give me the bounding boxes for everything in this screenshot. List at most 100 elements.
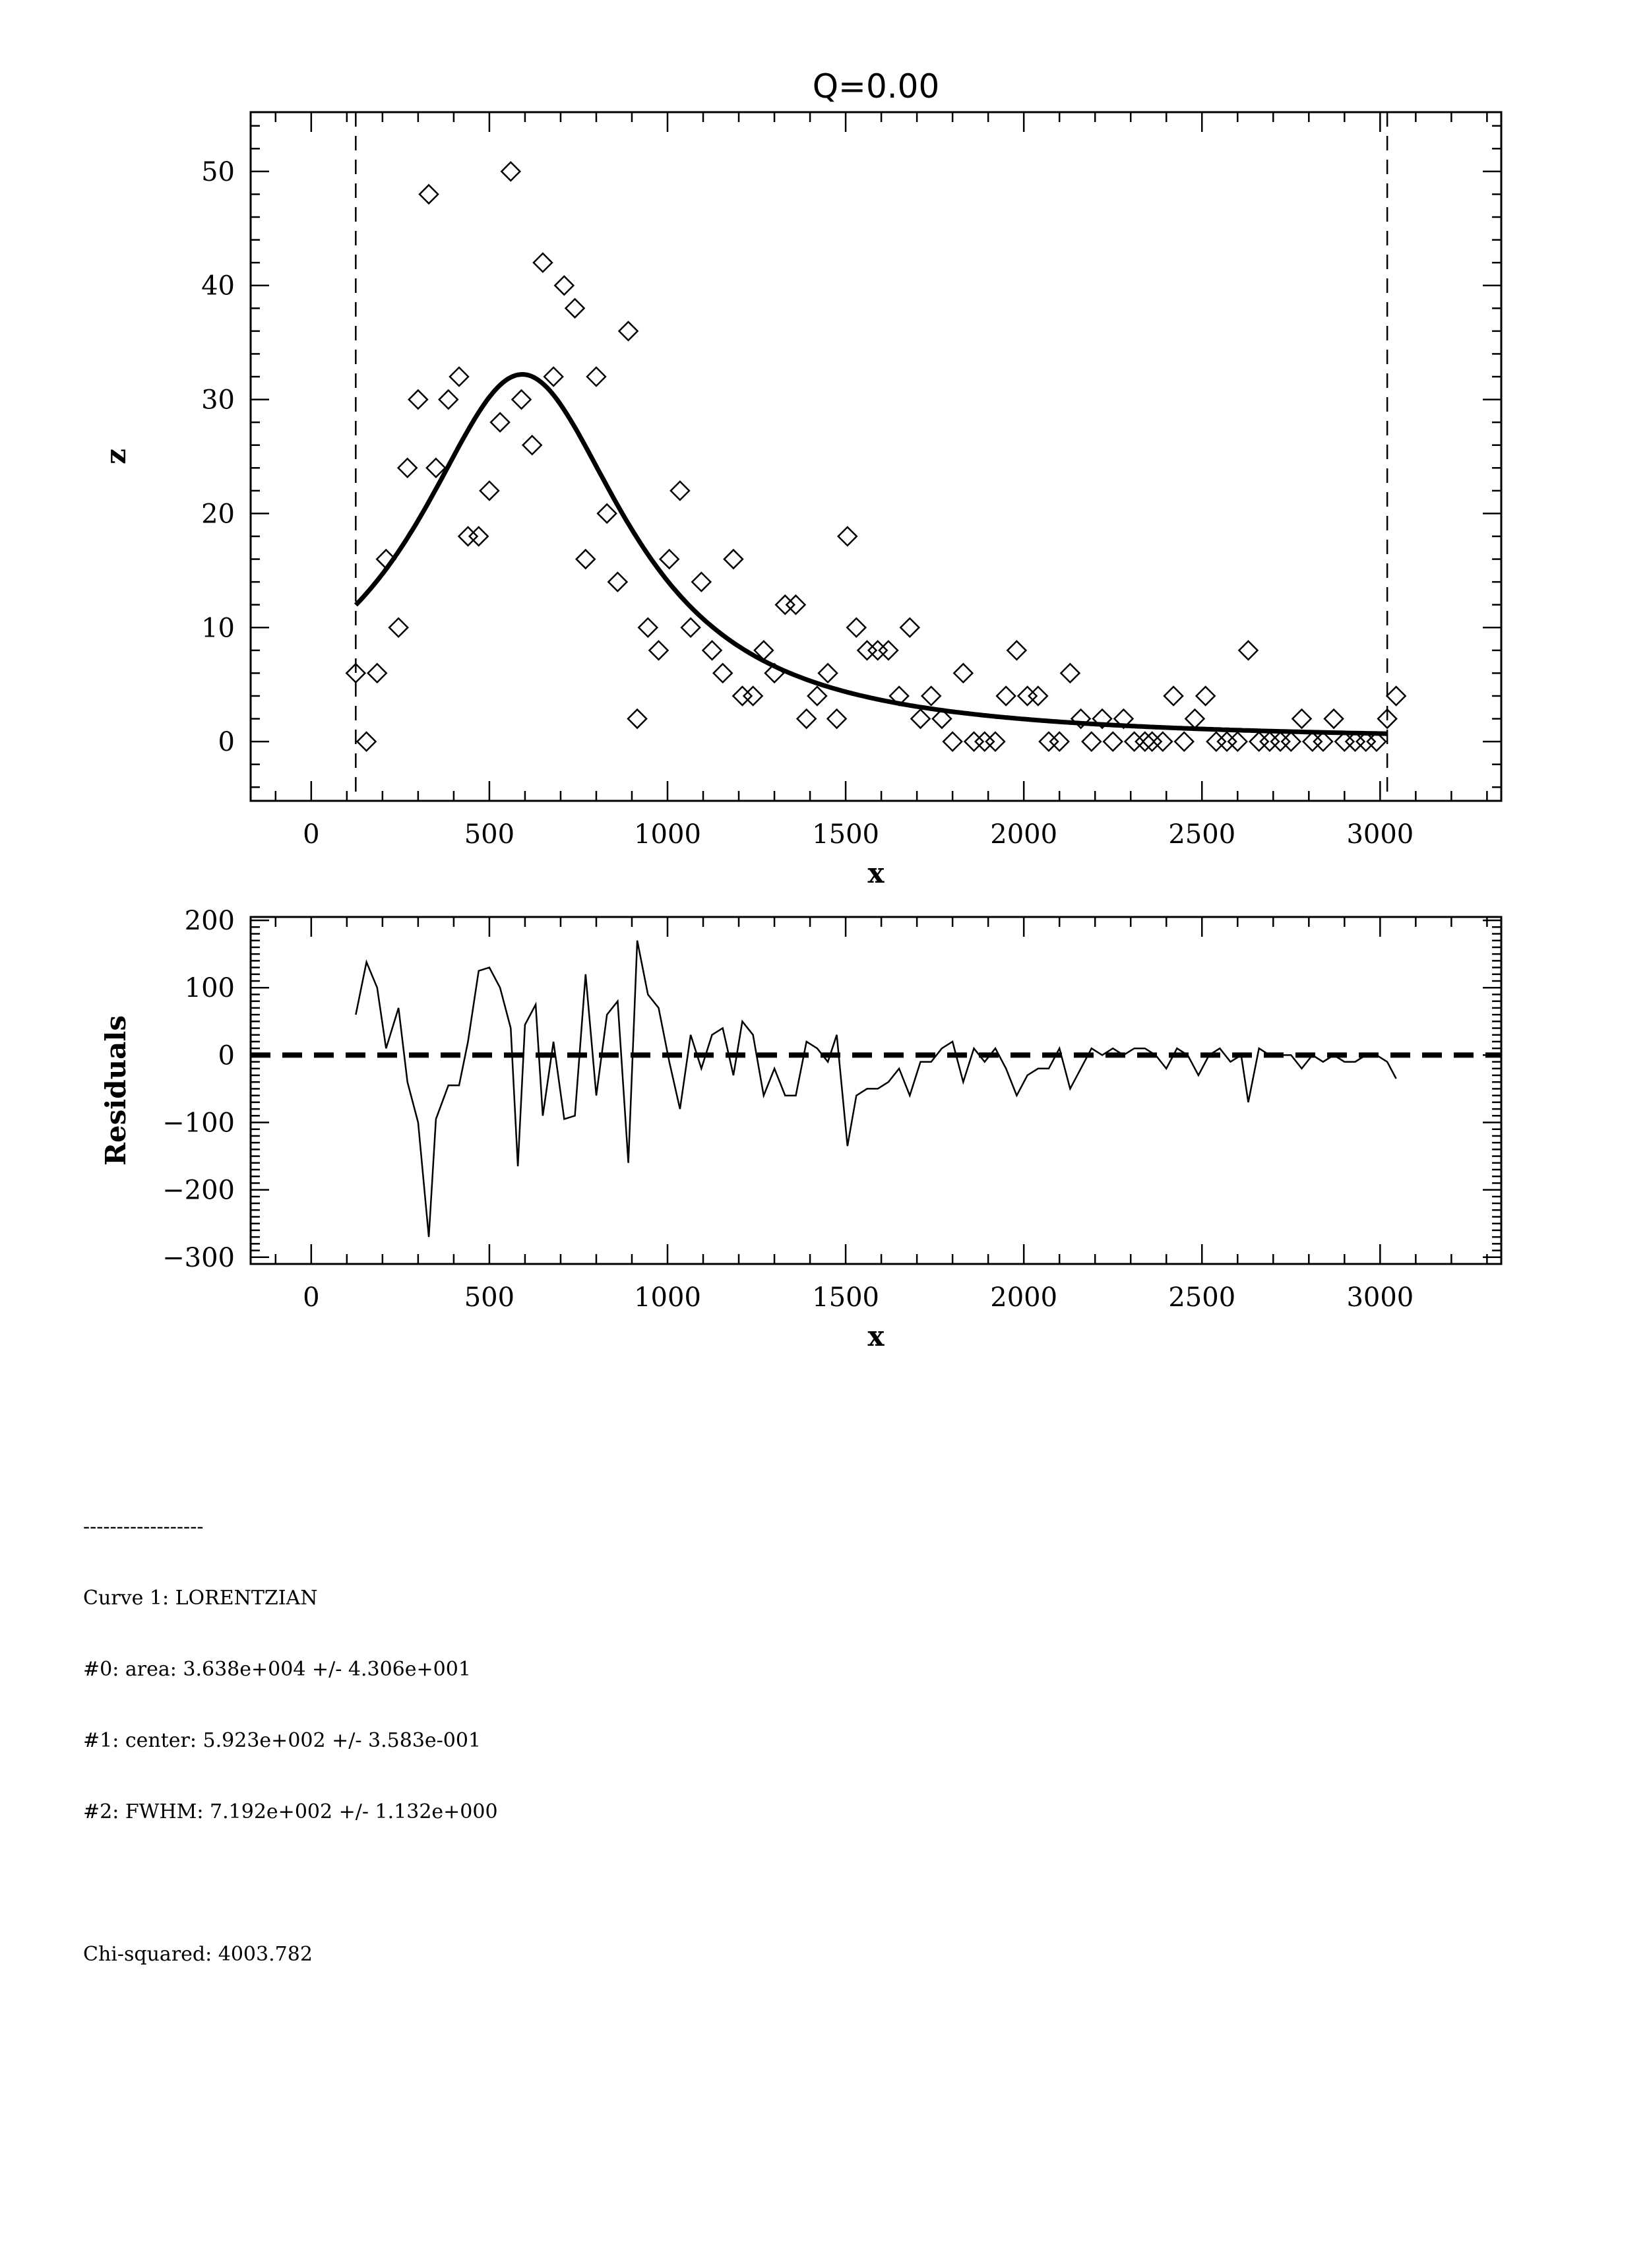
data-point [1016, 685, 1038, 707]
data-point [1248, 731, 1270, 752]
data-point [345, 662, 367, 684]
data-point [785, 594, 807, 615]
data-point [899, 617, 921, 639]
data-point [1291, 708, 1313, 730]
data-point [1184, 708, 1206, 730]
y-tick-label: 200 [185, 906, 235, 936]
y-tick-label: −300 [162, 1243, 235, 1273]
x-tick-label: 2000 [990, 819, 1057, 850]
data-point [1259, 731, 1280, 752]
x-tick-label: 1500 [812, 1282, 879, 1313]
x-axis-label: x [867, 857, 885, 889]
data-point [1385, 685, 1407, 707]
x-tick-label: 2500 [1168, 819, 1235, 850]
fit-report-param-center: #1: center: 5.923e+002 +/- 3.583e-001 [83, 1729, 482, 1752]
x-tick-label: 0 [303, 819, 319, 850]
data-point [837, 526, 858, 547]
data-point [878, 640, 899, 661]
data-point [867, 640, 888, 661]
fit-report-param-area: #0: area: 3.638e+004 +/- 4.306e+001 [83, 1658, 471, 1681]
data-point [731, 685, 753, 707]
fit-report-separator: ------------------ [83, 1515, 204, 1538]
fit-report-curve: Curve 1: LORENTZIAN [83, 1587, 318, 1610]
data-point [1049, 731, 1070, 752]
x-tick-label: 2500 [1168, 1282, 1235, 1313]
data-point [817, 662, 838, 684]
data-point [366, 662, 388, 684]
y-tick-label: −100 [162, 1108, 235, 1139]
data-point [995, 685, 1016, 707]
data-point [1334, 731, 1355, 752]
fit-curve [354, 371, 1388, 736]
fit-report: ------------------ Curve 1: LORENTZIAN #… [83, 1468, 498, 1990]
data-point [1163, 685, 1184, 707]
data-point [712, 662, 733, 684]
data-point [617, 321, 639, 342]
data-point [1102, 731, 1123, 752]
data-point [1059, 662, 1081, 684]
data-point [1366, 731, 1387, 752]
x-tick-label: 1000 [634, 1282, 701, 1313]
data-point [701, 640, 723, 661]
y-tick-label: 50 [201, 157, 235, 187]
y-axis-label: Residuals [100, 1015, 132, 1166]
data-point [723, 548, 744, 570]
data-point [1038, 731, 1059, 752]
y-tick-label: 30 [201, 385, 235, 416]
data-point [1355, 731, 1377, 752]
data-point [500, 161, 522, 182]
data-point [396, 457, 418, 479]
data-point [489, 412, 511, 433]
x-axis-label: x [867, 1320, 885, 1352]
data-point [1237, 640, 1259, 661]
data-point [774, 594, 796, 615]
data-point [985, 731, 1006, 752]
data-point [1206, 731, 1227, 752]
data-point [1301, 731, 1323, 752]
y-tick-label: 20 [201, 499, 235, 529]
x-tick-label: 3000 [1346, 819, 1414, 850]
data-point [521, 434, 543, 456]
data-point [479, 480, 500, 501]
x-tick-label: 0 [303, 1282, 319, 1313]
x-tick-label: 1500 [812, 819, 879, 850]
data-point [691, 571, 712, 592]
data-point [648, 640, 669, 661]
data-point [1152, 731, 1173, 752]
data-point [637, 617, 659, 639]
data-point [742, 685, 764, 707]
data-point [1028, 685, 1049, 707]
data-point [1173, 731, 1195, 752]
data-point [669, 480, 691, 501]
data-point [1227, 731, 1249, 752]
data-point [963, 731, 985, 752]
data-point [952, 662, 974, 684]
data-point [1092, 708, 1113, 730]
data-point [543, 366, 564, 387]
data-point [457, 526, 479, 547]
data-point [627, 708, 648, 730]
fit-plot-panel: 0 500 1000 1500 2000 2500 3000 0 10 20 30 40 50 x z [100, 111, 1503, 889]
data-point [596, 503, 617, 524]
chart-title: Q=0.00 [813, 67, 940, 106]
data-point [564, 298, 586, 319]
y-tick-label: 0 [218, 1040, 235, 1071]
data-point [1081, 731, 1102, 752]
data-point [680, 617, 701, 639]
x-tick-label: 500 [464, 1282, 514, 1313]
data-point [920, 685, 942, 707]
data-point [1377, 708, 1398, 730]
y-tick-label: 0 [218, 727, 235, 757]
data-point [942, 731, 963, 752]
data-point [532, 252, 553, 273]
data-point [1216, 731, 1237, 752]
data-point [1270, 731, 1291, 752]
data-point [356, 731, 377, 752]
y-tick-label: −200 [162, 1176, 235, 1206]
x-tick-label: 500 [464, 819, 514, 850]
data-point [418, 183, 439, 205]
data-point [1141, 731, 1163, 752]
data-point [1195, 685, 1216, 707]
data-point [1006, 640, 1028, 661]
